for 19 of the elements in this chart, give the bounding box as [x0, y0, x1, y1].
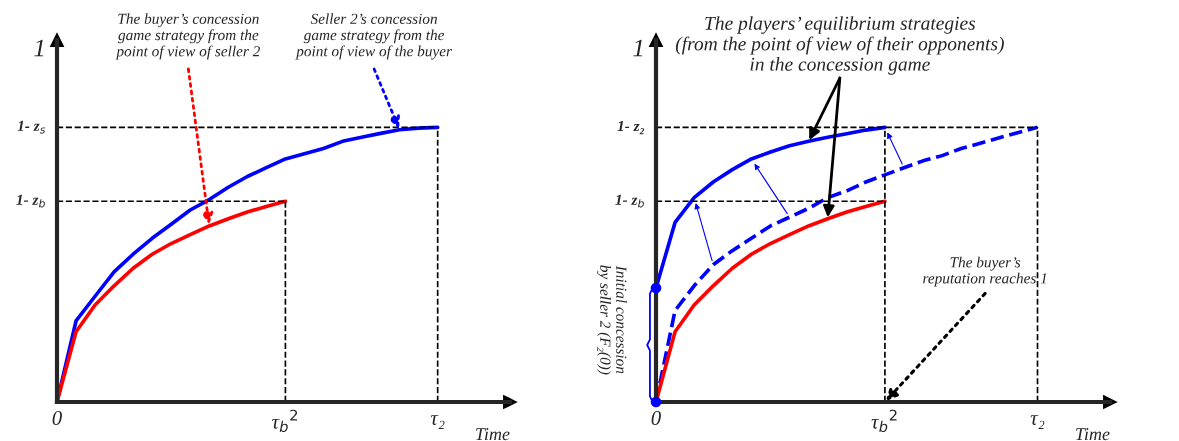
x-axis-title: Time [1076, 428, 1110, 441]
x-tick-label: τ$_{b}$$^{2}$ [272, 409, 298, 433]
text: Seller 2’s concession game strategy from the point of view of the buyer [295, 13, 452, 60]
x-tick-label: τ₂ [1030, 415, 1045, 430]
annotation: 1- z$_{s}$ [17, 120, 46, 134]
text: 1 [633, 39, 643, 57]
x-tick-label: 0 [52, 410, 62, 425]
x-tick-label: 0 [651, 410, 661, 425]
x-tick-label: τ$_{b}$$^{2}$ [871, 409, 897, 433]
x-axis-title: Time [476, 428, 510, 441]
annotation: 1- z$_{b}$ [615, 194, 644, 208]
text: The buyer’s concession game strategy from the point of view of seller 2 [115, 13, 260, 60]
annotation: The buyer’s reputation reaches 1 [923, 256, 1047, 287]
text: Initial concession by seller 2 (F₂(0)) [597, 265, 627, 375]
annotation: 1- z$_{b}$ [16, 194, 45, 208]
annotation: 1- z₂ [617, 120, 645, 135]
text: 1 [34, 39, 44, 57]
text: The players’ equilibrium strategies (from the point of view of their opponents) in the concession game [675, 16, 1004, 75]
x-tick-label: τ₂ [430, 415, 445, 430]
